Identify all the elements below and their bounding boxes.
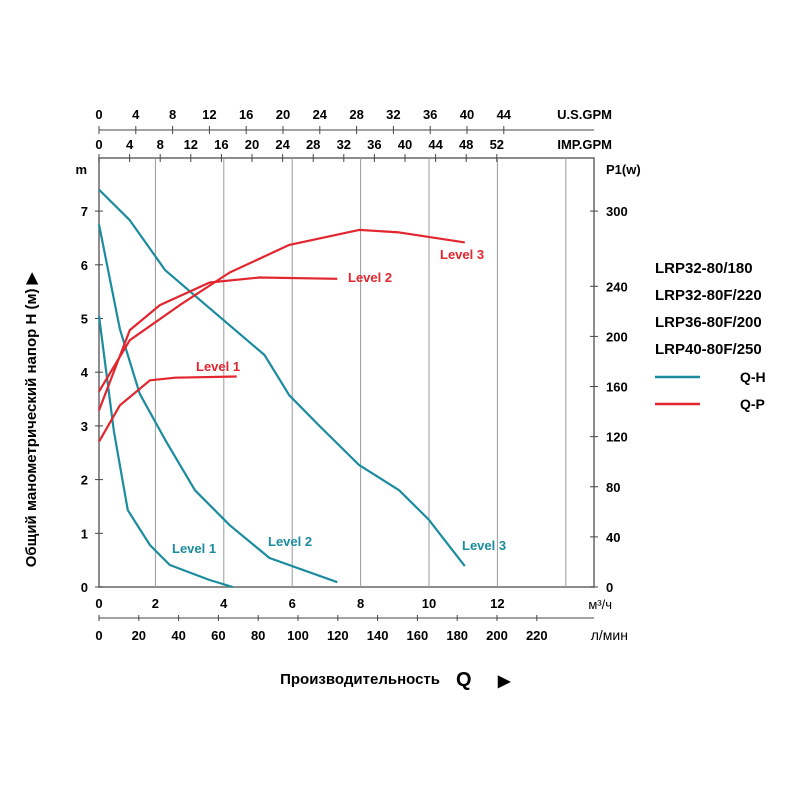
y-tick-label: 1 bbox=[81, 526, 88, 541]
lpm-tick-label: 20 bbox=[132, 628, 146, 643]
x-tick-label: 12 bbox=[490, 596, 504, 611]
y-tick-label: 0 bbox=[81, 580, 88, 595]
series-line-q-p-level-1 bbox=[98, 375, 237, 443]
y-tick-label: 4 bbox=[81, 365, 89, 380]
lpm-tick-label: 0 bbox=[95, 628, 102, 643]
usgpm-tick-label: 24 bbox=[313, 107, 328, 122]
y2-tick-label: 200 bbox=[606, 329, 628, 344]
usgpm-unit-label: U.S.GPM bbox=[557, 107, 612, 122]
legend-label: Q-P bbox=[740, 396, 765, 412]
series-line-q-h-level-1 bbox=[97, 315, 234, 589]
model-name: LRP32-80F/220 bbox=[655, 287, 762, 304]
y-tick-label: 7 bbox=[81, 204, 88, 219]
usgpm-tick-label: 40 bbox=[460, 107, 474, 122]
series-label: Level 3 bbox=[440, 247, 484, 262]
x-tick-label: 4 bbox=[220, 596, 228, 611]
model-name: LRP36-80F/200 bbox=[655, 314, 762, 331]
usgpm-tick-label: 8 bbox=[169, 107, 176, 122]
x-tick-label: 8 bbox=[357, 596, 364, 611]
impgpm-tick-label: 12 bbox=[184, 137, 198, 152]
impgpm-tick-label: 48 bbox=[459, 137, 473, 152]
impgpm-tick-label: 8 bbox=[157, 137, 164, 152]
lpm-tick-label: 120 bbox=[327, 628, 349, 643]
impgpm-tick-label: 20 bbox=[245, 137, 259, 152]
usgpm-tick-label: 12 bbox=[202, 107, 216, 122]
x-axis-title: Производительность bbox=[280, 671, 440, 688]
y2-tick-label: 0 bbox=[606, 580, 613, 595]
series-label: Level 2 bbox=[348, 270, 392, 285]
impgpm-tick-label: 24 bbox=[275, 137, 290, 152]
x-tick-label: 2 bbox=[152, 596, 159, 611]
y-tick-label: 2 bbox=[81, 473, 88, 488]
series-label: Level 1 bbox=[172, 541, 216, 556]
usgpm-tick-label: 4 bbox=[132, 107, 140, 122]
model-name: LRP32-80/180 bbox=[655, 260, 753, 277]
series-line-q-p-level-3 bbox=[98, 228, 465, 393]
lpm-tick-label: 60 bbox=[211, 628, 225, 643]
impgpm-tick-label: 4 bbox=[126, 137, 134, 152]
model-name: LRP40-80F/250 bbox=[655, 341, 762, 358]
impgpm-unit-label: IMP.GPM bbox=[557, 137, 612, 152]
y-tick-label: 3 bbox=[81, 419, 88, 434]
x-axis-symbol: Q bbox=[456, 669, 472, 691]
impgpm-tick-label: 40 bbox=[398, 137, 412, 152]
impgpm-tick-label: 36 bbox=[367, 137, 381, 152]
series-label: Level 2 bbox=[268, 534, 312, 549]
y2-tick-label: 240 bbox=[606, 279, 628, 294]
y-tick-label: 5 bbox=[81, 312, 88, 327]
lpm-tick-label: 140 bbox=[367, 628, 389, 643]
y-axis-title: Общий манометрический напор H (м) ▶ bbox=[23, 271, 40, 567]
x-axis-arrow: ▶ bbox=[497, 673, 511, 690]
impgpm-tick-label: 0 bbox=[95, 137, 102, 152]
x-tick-label: 0 bbox=[95, 596, 102, 611]
lpm-tick-label: 200 bbox=[486, 628, 508, 643]
lpm-unit-label: л/мин bbox=[591, 627, 628, 643]
lpm-tick-label: 40 bbox=[171, 628, 185, 643]
series-label: Level 1 bbox=[196, 359, 240, 374]
x-tick-label: 10 bbox=[422, 596, 436, 611]
usgpm-tick-label: 36 bbox=[423, 107, 437, 122]
y2-tick-label: 80 bbox=[606, 480, 620, 495]
lpm-tick-label: 180 bbox=[446, 628, 468, 643]
y2-unit-label: P1(w) bbox=[606, 162, 641, 177]
series-line-q-h-level-2 bbox=[97, 224, 338, 584]
lpm-tick-label: 220 bbox=[526, 628, 548, 643]
y-tick-label: 6 bbox=[81, 258, 88, 273]
impgpm-tick-label: 28 bbox=[306, 137, 320, 152]
y2-tick-label: 120 bbox=[606, 430, 628, 445]
lpm-tick-label: 100 bbox=[287, 628, 309, 643]
x-tick-label: 6 bbox=[289, 596, 296, 611]
impgpm-tick-label: 52 bbox=[490, 137, 504, 152]
usgpm-tick-label: 20 bbox=[276, 107, 290, 122]
lpm-tick-label: 160 bbox=[407, 628, 429, 643]
x-unit-label: м³/ч bbox=[588, 597, 612, 612]
y-unit-label: m bbox=[75, 162, 87, 177]
lpm-tick-label: 80 bbox=[251, 628, 265, 643]
usgpm-tick-label: 44 bbox=[497, 107, 512, 122]
series-line-q-p-level-2 bbox=[97, 276, 338, 411]
y2-tick-label: 300 bbox=[606, 204, 628, 219]
usgpm-tick-label: 32 bbox=[386, 107, 400, 122]
usgpm-tick-label: 0 bbox=[95, 107, 102, 122]
impgpm-tick-label: 16 bbox=[214, 137, 228, 152]
usgpm-tick-label: 28 bbox=[349, 107, 363, 122]
impgpm-tick-label: 44 bbox=[428, 137, 443, 152]
impgpm-tick-label: 32 bbox=[337, 137, 351, 152]
legend-label: Q-H bbox=[740, 369, 766, 385]
plot-frame bbox=[98, 157, 595, 588]
series-line-q-h-level-3 bbox=[98, 188, 466, 567]
y2-tick-label: 160 bbox=[606, 380, 628, 395]
y2-tick-label: 40 bbox=[606, 530, 620, 545]
usgpm-tick-label: 16 bbox=[239, 107, 253, 122]
series-label: Level 3 bbox=[462, 538, 506, 553]
